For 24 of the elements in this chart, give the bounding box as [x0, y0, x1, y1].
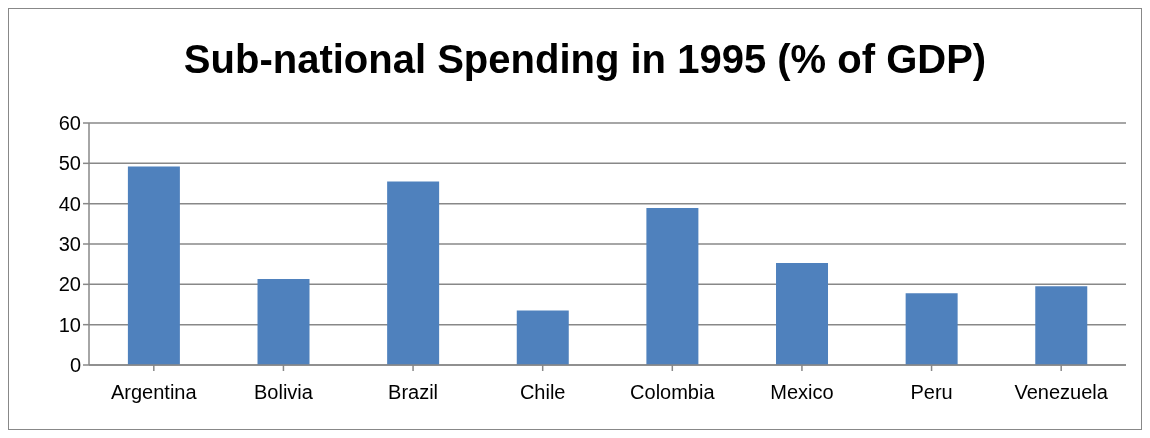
x-tick-label: Peru [910, 381, 953, 404]
y-tick-label: 60 [58, 112, 81, 135]
y-tick-label: 10 [58, 313, 81, 336]
bar [776, 262, 829, 365]
bar [905, 293, 958, 365]
chart-title: Sub-national Spending in 1995 (% of GDP) [182, 35, 988, 83]
x-tick-label: Mexico [770, 381, 834, 404]
bar [516, 310, 569, 365]
y-tick-label: 0 [69, 354, 81, 377]
y-tick-label: 50 [58, 152, 81, 175]
bar [1035, 286, 1088, 365]
y-tick-label: 30 [58, 233, 81, 256]
x-tick-label: Chile [519, 381, 566, 404]
x-tick-label: Brazil [388, 381, 439, 404]
x-tick-label: Colombia [630, 381, 716, 404]
y-tick-label: 20 [58, 273, 81, 296]
bar [387, 181, 440, 365]
bar [646, 208, 699, 365]
x-tick-label: Argentina [111, 381, 198, 404]
x-tick-label: Venezuela [1014, 381, 1109, 404]
x-tick-label: Bolivia [253, 381, 314, 404]
y-tick-label: 40 [58, 192, 81, 215]
bar [257, 279, 310, 365]
bar [127, 166, 180, 365]
